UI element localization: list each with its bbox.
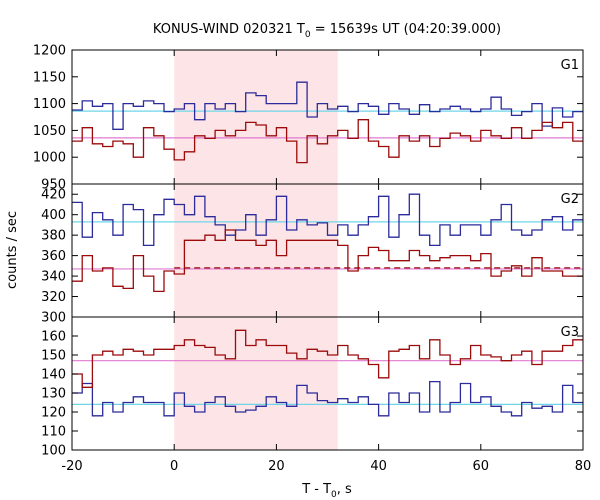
- histogram-series: [72, 229, 583, 293]
- chart-title: KONUS-WIND 020321 T0 = 15639s UT (04:20:…: [153, 22, 501, 40]
- y-tick-label: 140: [41, 368, 66, 383]
- y-tick-label: 120: [41, 406, 66, 421]
- y-tick-label: 130: [41, 387, 66, 402]
- y-tick-label: 100: [41, 444, 66, 459]
- y-tick-label: 420: [41, 188, 66, 203]
- x-tick-label: 40: [370, 459, 387, 474]
- y-tick-label: 320: [41, 290, 66, 305]
- panel-label: G2: [561, 192, 579, 207]
- y-tick-label: 1000: [33, 151, 66, 166]
- panel-label: G1: [561, 58, 579, 73]
- x-tick-label: -20: [61, 459, 82, 474]
- plot-area: 95010001050110011501200G1300320340360380…: [33, 44, 591, 475]
- panel-label: G3: [561, 325, 579, 340]
- histogram-series: [72, 81, 583, 130]
- y-tick-label: 400: [41, 208, 66, 223]
- histogram-series: [72, 329, 583, 388]
- x-axis-title: T - T0, s: [301, 482, 352, 500]
- shaded-interval: [174, 50, 338, 450]
- y-tick-label: 1200: [33, 44, 66, 59]
- y-tick-label: 1100: [33, 97, 66, 112]
- y-tick-label: 1050: [33, 124, 66, 139]
- y-tick-label: 1150: [33, 70, 66, 85]
- y-tick-label: 160: [41, 330, 66, 345]
- y-axis-title: counts / sec: [5, 211, 20, 289]
- x-tick-label: 0: [170, 459, 178, 474]
- y-tick-label: 150: [41, 349, 66, 364]
- x-tick-label: 80: [575, 459, 592, 474]
- y-tick-label: 380: [41, 229, 66, 244]
- panel-frame: [71, 316, 584, 451]
- histogram-series: [72, 193, 583, 247]
- y-tick-label: 300: [41, 311, 66, 326]
- y-tick-label: 340: [41, 270, 66, 285]
- histogram-series: [72, 380, 583, 417]
- y-tick-label: 110: [41, 425, 66, 440]
- x-tick-label: 20: [268, 459, 285, 474]
- x-tick-label: 60: [473, 459, 490, 474]
- histogram-series: [72, 119, 583, 164]
- y-tick-label: 360: [41, 249, 66, 264]
- y-tick-label: 950: [41, 178, 66, 193]
